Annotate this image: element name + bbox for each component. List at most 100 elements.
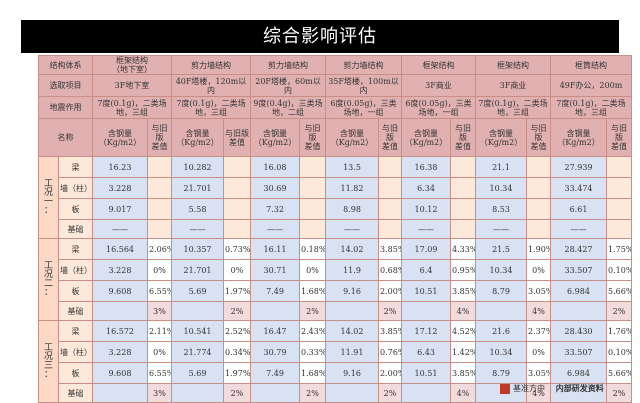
diff-value: 0.68%	[378, 259, 402, 281]
steel-value: ——	[171, 219, 224, 239]
diff-value: 1.42%	[450, 341, 476, 363]
steel-value: 10.51	[401, 280, 451, 302]
table-row: 板9.6086.55%5.691.97%7.491.68%9.162.00%10…	[39, 280, 632, 302]
steel-value: 21.1	[475, 156, 527, 178]
header-seismic-cell: 6度(0.05g)，三类场地，一组	[401, 96, 476, 119]
diff-value	[450, 156, 476, 178]
diff-value: 3.85%	[450, 362, 476, 384]
row-name: 墙（柱）	[58, 177, 93, 199]
row-name: 基础	[58, 301, 93, 321]
steel-value: 14.02	[325, 238, 379, 260]
diff-value: 3%	[147, 383, 172, 403]
steel-value: 30.79	[250, 341, 300, 363]
diff-value: 0.95%	[450, 259, 476, 281]
diff-value: 3.85%	[378, 238, 402, 260]
steel-value: 3.228	[92, 259, 148, 281]
diff-value	[299, 177, 326, 199]
steel-value	[171, 301, 224, 321]
steel-value: 21.774	[171, 341, 224, 363]
steel-value: 6.34	[401, 177, 451, 199]
steel-value: 30.71	[250, 259, 300, 281]
header-seismic-cell: 9度(0.4g)，三类场地，二组	[250, 96, 326, 119]
diff-value	[450, 198, 476, 220]
table-row: 工况一：梁 16.23 10.282 16.08 13.5 16.38 21.1 27.939	[38, 156, 632, 239]
steel-value: 9.16	[325, 280, 379, 302]
diff-value	[606, 156, 632, 178]
steel-value: 9.608	[92, 280, 148, 302]
steel-value	[325, 301, 379, 321]
steel-value: 21.5	[475, 238, 527, 260]
steel-value: 33.507	[550, 259, 607, 281]
table-row: 基础 3% 2% 2% 2% 4% 4% 2%	[39, 301, 632, 321]
steel-value: 6.43	[401, 341, 451, 363]
diff-value	[147, 219, 172, 239]
row-name: 基础	[58, 383, 93, 403]
steel-value: 6.984	[550, 280, 607, 302]
diff-value	[606, 219, 632, 239]
diff-value	[378, 219, 402, 239]
table-row: 墙（柱）3.2280%21.7010%30.710%11.90.68%6.40.…	[39, 259, 632, 281]
diff-value: 1.75%	[606, 238, 632, 260]
header-diff: 与旧版 差值	[223, 118, 251, 157]
header-system-cell: 框架结构	[475, 55, 551, 75]
diff-value: 3%	[147, 301, 172, 321]
header-steel-content: 含钢量 （Kg/m2）	[401, 118, 451, 157]
header-diff: 与旧版 差值	[299, 118, 326, 157]
steel-value: 3.228	[92, 341, 148, 363]
steel-value: 7.32	[250, 198, 300, 220]
steel-value: 16.47	[250, 320, 300, 342]
diff-value: 2.00%	[378, 362, 402, 384]
diff-value: 1.90%	[526, 238, 551, 260]
steel-value	[171, 383, 224, 403]
steel-value: 6.61	[550, 198, 607, 220]
steel-value: 9.017	[92, 198, 148, 220]
header-row-seismic: 地震作用 7度(0.1g)，二类场地，三组 7度(0.1g)，二类场地，三组 9度(0…	[38, 96, 632, 119]
steel-value: ——	[325, 219, 379, 239]
row-name: 基础	[58, 219, 93, 239]
condition-label: 工况二：	[38, 238, 59, 321]
steel-value: 33.474	[550, 177, 607, 199]
steel-value: ——	[92, 219, 148, 239]
diff-value: 1.97%	[223, 280, 251, 302]
diff-value: 0%	[223, 259, 251, 281]
header-project-cell: 35F塔楼，100m以内	[325, 74, 402, 97]
steel-value: 8.98	[325, 198, 379, 220]
steel-value: 13.5	[325, 156, 379, 178]
steel-value	[401, 383, 451, 403]
diff-value	[147, 177, 172, 199]
steel-value: 6.4	[401, 259, 451, 281]
footer: 基准方中 | 内部研发资料	[500, 383, 604, 394]
diff-value: 0.33%	[299, 341, 326, 363]
steel-value: 27.939	[550, 156, 607, 178]
brand-logo-icon	[500, 383, 510, 394]
diff-value	[450, 219, 476, 239]
steel-value: 21.701	[171, 259, 224, 281]
diff-value: 0%	[147, 259, 172, 281]
header-seismic-cell: 7度(0.1g)，二类场地，三组	[550, 96, 632, 119]
diff-value	[223, 219, 251, 239]
header-steel-content: 含钢量 （Kg/m2）	[250, 118, 300, 157]
header-diff: 与旧版 差值	[606, 118, 632, 157]
row-name: 墙（柱）	[58, 259, 93, 281]
assessment-table: 结构体系 框架结构 （地下室） 剪力墙结构 剪力墙结构 剪力墙结构 框架结构 框架结构 框筒结构…	[38, 55, 632, 403]
diff-value: 2%	[378, 301, 402, 321]
header-system-cell: 剪力墙结构	[325, 55, 402, 75]
steel-value	[550, 383, 607, 403]
steel-value: 10.34	[475, 341, 527, 363]
steel-value: 21.701	[171, 177, 224, 199]
steel-value: 16.564	[92, 238, 148, 260]
steel-value: 11.9	[325, 259, 379, 281]
diff-value	[299, 219, 326, 239]
footer-brand: 基准方中	[513, 384, 545, 393]
header-steel-content: 含钢量 （Kg/m2）	[550, 118, 607, 157]
steel-value: ——	[550, 219, 607, 239]
steel-value: 3.228	[92, 177, 148, 199]
steel-value: 16.572	[92, 320, 148, 342]
diff-value	[526, 156, 551, 178]
diff-value: 6.55%	[147, 280, 172, 302]
header-name-label: 名称	[38, 118, 93, 157]
diff-value: 5.66%	[606, 280, 632, 302]
steel-value: 7.49	[250, 280, 300, 302]
steel-value: 5.69	[171, 362, 224, 384]
header-project-cell: 20F塔楼，60m以内	[250, 74, 326, 97]
